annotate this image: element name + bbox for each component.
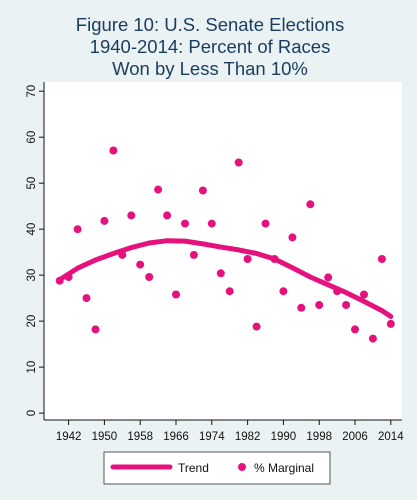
data-point [342,301,351,309]
y-tick-label: 50 [26,177,38,190]
legend-label-marginal: % Marginal [254,461,314,475]
data-point [64,273,73,281]
data-point [127,211,136,220]
data-point [82,294,91,303]
x-axis-ticks: 1942 1950 1958 1966 1974 1982 1990 1998 2006 2014 [56,420,404,443]
data-point [279,287,288,296]
legend-box [103,451,331,485]
x-tick-label: 1950 [92,431,118,443]
data-point [368,334,377,343]
x-tick-label: 2006 [342,431,368,443]
data-point [261,219,270,228]
data-point [243,255,252,263]
y-tick-label: 60 [26,131,38,144]
y-tick-label: 0 [26,410,38,416]
data-point [181,219,189,228]
x-tick-label: 1998 [306,431,332,443]
data-point [252,322,261,331]
data-point [216,269,225,278]
data-point [306,200,315,209]
x-tick-label: 1974 [199,431,225,443]
y-axis-ticks: 0 10 20 30 40 50 60 70 [26,85,44,416]
x-tick-label: 1958 [127,431,153,443]
plot-area [44,82,402,420]
x-tick-label: 1982 [235,431,261,443]
x-tick-label: 2014 [378,431,404,443]
data-point [297,303,306,312]
x-tick-label: 1966 [163,431,189,443]
data-point [145,273,154,281]
legend-swatch-marginal [238,463,246,471]
data-point [198,186,207,195]
y-tick-label: 10 [26,361,38,374]
chart-title-line-2: 1940-2014: Percent of Races [90,36,331,57]
data-point [351,325,359,334]
x-tick-label: 1942 [56,431,82,443]
data-point [225,287,234,296]
data-point [154,185,163,194]
data-point [207,219,216,228]
data-point [100,216,109,225]
trend-line [57,238,394,319]
y-tick-label: 20 [26,315,38,328]
legend-label-trend: Trend [178,461,209,475]
data-point [163,211,172,220]
data-point [189,250,198,259]
data-point [118,250,127,259]
data-point [73,225,82,234]
data-point [91,325,100,334]
data-point [109,146,118,155]
data-point [270,255,279,263]
data-point [315,301,324,309]
data-point [234,158,243,167]
data-point [55,276,64,285]
data-point [360,290,368,299]
y-tick-label: 70 [26,85,38,98]
chart-title-line-1: Figure 10: U.S. Senate Elections [76,14,344,35]
data-point [288,233,297,242]
y-tick-label: 40 [26,223,38,236]
data-point [136,260,145,269]
data-point [324,273,333,282]
data-point [172,290,180,299]
data-point [377,255,386,263]
x-tick-label: 1990 [271,431,297,443]
chart-title-line-3: Won by Less Than 10% [112,58,308,79]
data-point [333,287,342,296]
series-layer [55,146,395,343]
y-tick-label: 30 [26,269,38,282]
data-point [386,319,395,328]
